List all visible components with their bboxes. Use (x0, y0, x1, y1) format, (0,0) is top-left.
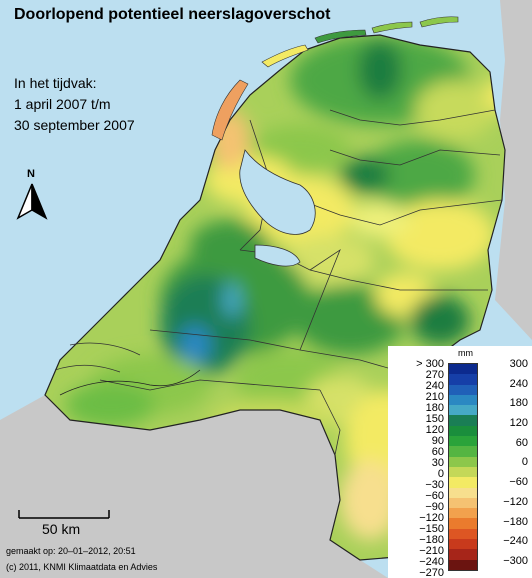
province-borders (99, 109, 503, 456)
legend-left-label: −180 (419, 534, 444, 546)
legend-left-label: 90 (431, 435, 444, 447)
legend-left-label: −120 (419, 512, 444, 524)
north-label: N (27, 168, 35, 180)
legend-left-label: −210 (419, 545, 444, 557)
legend-swatch (449, 497, 477, 509)
north-arrow: N (14, 168, 50, 224)
germany-area (495, 0, 532, 340)
legend-swatch (449, 446, 477, 457)
legend-swatch (449, 518, 477, 529)
country-border (44, 34, 506, 561)
legend-swatch (449, 559, 477, 570)
map-title: Doorlopend potentieel neerslagoverschot (14, 6, 331, 23)
legend-right-label: −180 (503, 515, 528, 528)
legend-left-label: 120 (425, 424, 444, 436)
legend-right-scale: 300 240 180 120 60 0 −60 −120 −180 −240 −300 (482, 359, 528, 567)
legend-right-label: −120 (503, 495, 528, 508)
legend-right-label: 60 (515, 436, 528, 449)
legend-right-label: 300 (509, 358, 528, 370)
legend-color-bar (448, 363, 478, 571)
legend-left-label: 180 (425, 402, 444, 414)
legend-swatch (449, 539, 477, 550)
belgium-area (0, 395, 388, 578)
legend-left-label: 60 (431, 446, 444, 458)
legend-left-label: 270 (425, 369, 444, 381)
north-arrow-icon (16, 183, 48, 220)
legend-swatch (449, 549, 477, 560)
legend-right-label: −240 (503, 535, 528, 548)
wadden-islands (211, 16, 459, 141)
legend-swatch (449, 415, 477, 426)
legend-swatch (449, 425, 477, 437)
legend-swatch (449, 436, 477, 447)
legend-left-label: 0 (437, 468, 444, 480)
scale-bar (18, 510, 110, 519)
legend-swatch (449, 405, 477, 416)
legend-left-label: −60 (425, 490, 444, 502)
legend-swatch (449, 394, 477, 406)
legend-right-label: 120 (509, 417, 528, 430)
legend-swatch (449, 477, 477, 488)
legend-left-label: > 300 (416, 358, 444, 370)
legend-left-label: −240 (419, 556, 444, 568)
legend-swatch (449, 384, 477, 395)
legend-left-label: 240 (425, 380, 444, 392)
legend-swatch (449, 508, 477, 519)
legend-swatch (449, 456, 477, 467)
legend-swatch (449, 374, 477, 385)
legend-left-label: 150 (425, 413, 444, 425)
legend-left-label: 30 (431, 457, 444, 469)
legend-swatch (449, 364, 477, 375)
zeeland-waters (54, 342, 201, 396)
ijsselmeer-water (239, 149, 316, 267)
legend-swatch (449, 487, 477, 498)
legend-left-label: −90 (425, 501, 444, 513)
legend-right-label: −300 (503, 554, 528, 567)
legend-unit: mm (458, 348, 473, 358)
legend-right-label: −60 (509, 476, 528, 489)
legend-left-scale: > 300 270 240 210 180 150 120 90 60 30 0 −30 −60 −90−… (388, 358, 444, 578)
legend-swatch (449, 528, 477, 540)
legend-left-label: 210 (425, 391, 444, 403)
made-on-text: gemaakt op: 20–01–2012, 20:51 (6, 546, 136, 556)
legend: mm > 300 270 240 210 180 150 120 90 60 30 0 −30 −60−… (388, 346, 532, 578)
legend-right-label: 0 (521, 456, 528, 469)
period-line-2: 1 april 2007 t/m (14, 96, 111, 112)
legend-left-label: −30 (425, 479, 444, 491)
scale-label: 50 km (42, 521, 81, 537)
legend-right-label: 240 (509, 377, 528, 390)
legend-right-label: 180 (509, 397, 528, 410)
legend-left-label: −150 (419, 523, 444, 535)
legend-left-label: −270 (419, 567, 444, 578)
copyright-text: (c) 2011, KNMI Klimaatdata en Advies (6, 562, 158, 572)
period-line-3: 30 september 2007 (14, 117, 135, 133)
period-text: In het tijdvak: 1 april 2007 t/m 30 sept… (14, 73, 135, 136)
period-line-1: In het tijdvak: (14, 75, 97, 91)
legend-swatch (449, 466, 477, 478)
